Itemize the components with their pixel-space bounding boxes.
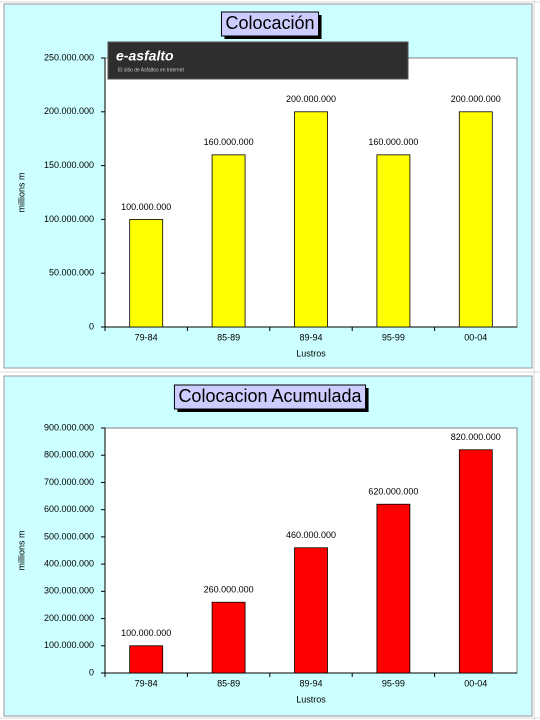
bar (458, 449, 493, 674)
x-tick-label: 85-89 (217, 332, 240, 342)
bar (294, 547, 328, 674)
title-box (173, 384, 367, 410)
bar (211, 154, 246, 328)
y-tick-label: 100.000.000 (44, 214, 94, 224)
y-tick-label: 800.000.000 (44, 450, 94, 460)
y-tick-label: 200.000.000 (44, 613, 94, 623)
chart: 0 50.000.000 100.000.000 150.000.000 200.000… (3, 3, 533, 369)
y-tick-label: 700.000.000 (44, 477, 94, 487)
x-tick-label: 95-99 (382, 678, 405, 688)
value-label: 260.000.000 (204, 585, 254, 595)
y-tick-label: 0 (89, 321, 94, 331)
value-label: 100.000.000 (121, 628, 171, 638)
logo-tagline: El sitio de Asfaltos en Internet (118, 67, 184, 73)
x-tick-label: 95-99 (382, 332, 405, 342)
y-tick-label: 900.000.000 (44, 422, 94, 432)
y-tick-label: 600.000.000 (44, 504, 94, 514)
x-tick-label: 85-89 (217, 678, 240, 688)
value-label: 460.000.000 (286, 530, 336, 540)
y-tick-label: 200.000.000 (44, 106, 94, 116)
title-box (220, 11, 320, 37)
y-axis-label: millions m (16, 530, 26, 570)
chart-title: Colocación (225, 13, 314, 33)
value-label: 820.000.000 (451, 432, 501, 442)
bar (211, 601, 246, 674)
bar (376, 503, 411, 674)
y-tick-label: 50.000.000 (49, 268, 94, 278)
bar (376, 154, 411, 328)
x-tick-label: 79-84 (135, 332, 158, 342)
value-label: 100.000.000 (121, 202, 171, 212)
x-tick-label: 00-04 (464, 678, 487, 688)
y-tick-label: 100.000.000 (44, 640, 94, 650)
x-axis-label: Lustros (296, 694, 326, 704)
logo-text: e-asfalto (116, 48, 174, 64)
chart-title: Colocacion Acumulada (178, 386, 362, 406)
y-tick-label: 300.000.000 (44, 586, 94, 596)
bar (294, 111, 328, 328)
bar (129, 218, 164, 328)
logo-box (107, 41, 409, 80)
value-label: 200.000.000 (286, 94, 336, 104)
bar (129, 645, 164, 674)
y-tick-label: 150.000.000 (44, 160, 94, 170)
bar (458, 111, 493, 328)
x-tick-label: 00-04 (464, 332, 487, 342)
value-label: 620.000.000 (368, 487, 418, 497)
value-label: 200.000.000 (451, 94, 501, 104)
y-axis-label: millions m (16, 172, 26, 212)
x-tick-label: 89-94 (299, 332, 322, 342)
x-axis-label: Lustros (296, 348, 326, 358)
x-tick-label: 89-94 (299, 678, 322, 688)
chart: 0 100.000.000 200.000.000 300.000.000 400.00… (3, 375, 533, 717)
value-label: 160.000.000 (204, 137, 254, 147)
y-tick-label: 400.000.000 (44, 558, 94, 568)
y-tick-label: 0 (89, 667, 94, 677)
y-tick-label: 250.000.000 (44, 52, 94, 62)
y-tick-label: 500.000.000 (44, 531, 94, 541)
x-tick-label: 79-84 (135, 678, 158, 688)
value-label: 160.000.000 (368, 137, 418, 147)
